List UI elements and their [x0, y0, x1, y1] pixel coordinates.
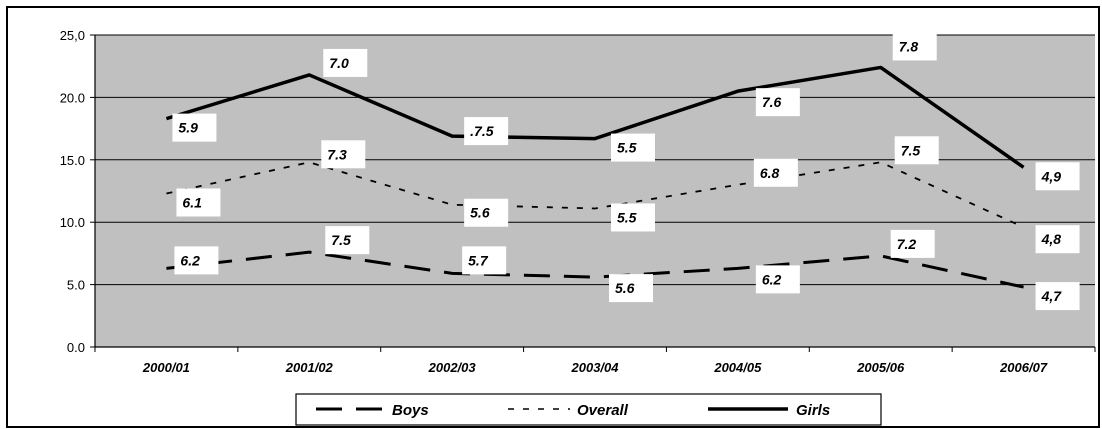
y-tick-label: 25,0 — [60, 28, 85, 43]
data-label-text: 6.2 — [180, 252, 200, 268]
data-label-box — [323, 48, 368, 77]
data-label-box — [174, 246, 219, 275]
data-label-girls: 4,9 — [1035, 162, 1080, 191]
x-tick-label: 2001/02 — [285, 360, 334, 375]
data-labels: 6.2 7.5 5.7 5.6 6.2 7.2 4,7 6.1 7.3 5.6 5.5 6.8 7.5 4… — [172, 32, 1080, 311]
y-tick-label: 20.0 — [60, 90, 85, 105]
data-label-text: 5.6 — [470, 205, 490, 221]
data-label-box — [176, 188, 221, 217]
data-label-overall: 7.3 — [321, 140, 366, 169]
data-label-box — [172, 113, 217, 142]
data-label-box — [321, 140, 366, 169]
series-line-overall — [166, 161, 1024, 229]
data-label-box — [1035, 282, 1080, 311]
data-label-box — [755, 265, 800, 294]
data-label-girls: 7.8 — [892, 32, 937, 61]
data-label-overall: 5.5 — [611, 203, 655, 232]
legend-label-girls: Girls — [796, 402, 830, 419]
x-tick-label: 2000/01 — [142, 360, 190, 375]
data-label-text: 5.7 — [468, 252, 489, 268]
data-label-text: 7.2 — [897, 236, 917, 252]
data-label-box — [609, 274, 653, 303]
data-label-box — [755, 88, 800, 117]
data-label-overall: 7.5 — [894, 136, 939, 165]
x-tick-label: 2002/03 — [428, 360, 477, 375]
data-label-text: 7.5 — [901, 142, 921, 158]
data-label-girls: 5.9 — [172, 113, 217, 142]
data-label-box — [1035, 225, 1080, 254]
legend: Boys Overall Girls — [295, 393, 882, 426]
data-label-boys: 6.2 — [174, 246, 219, 275]
data-label-overall: 4,8 — [1035, 225, 1080, 254]
data-label-box — [890, 229, 935, 258]
data-label-text: 5.5 — [617, 209, 637, 225]
x-tick-label: 2005/06 — [856, 360, 905, 375]
data-label-text: 6.2 — [762, 271, 782, 287]
x-tick-label: 2003/04 — [571, 360, 620, 375]
data-label-text: 5.5 — [617, 140, 637, 156]
y-tick-label: 15.0 — [60, 153, 85, 168]
x-tick-label: 2006/07 — [999, 360, 1048, 375]
data-label-box — [611, 133, 655, 162]
data-label-text: 4,9 — [1041, 168, 1062, 184]
data-label-boys: 4,7 — [1035, 282, 1080, 311]
data-label-box — [462, 246, 507, 275]
legend-label-overall: Overall — [577, 402, 629, 419]
y-tick-label: 10.0 — [60, 215, 85, 230]
data-label-box — [325, 226, 370, 255]
data-label-boys: 5.7 — [462, 246, 507, 275]
data-label-box — [1035, 162, 1080, 191]
data-label-text: 5.6 — [615, 280, 635, 296]
series-lines — [165, 65, 1025, 289]
data-label-box — [753, 158, 798, 187]
data-label-overall: 5.6 — [464, 198, 509, 227]
legend-label-boys: Boys — [392, 402, 429, 419]
data-label-box — [892, 32, 937, 61]
data-label-box — [464, 198, 509, 227]
data-label-text: 7.0 — [329, 55, 349, 71]
x-tick-label: 2004/05 — [713, 360, 762, 375]
data-label-text: 6.8 — [760, 165, 780, 181]
data-label-text: 6.1 — [182, 194, 202, 210]
data-label-girls: .7.5 — [464, 117, 509, 146]
data-label-girls: 7.6 — [755, 88, 800, 117]
series-line-boys — [166, 250, 1024, 289]
data-label-text: .7.5 — [470, 123, 494, 139]
data-label-text: 4,8 — [1041, 231, 1062, 247]
data-label-boys: 6.2 — [755, 265, 800, 294]
data-label-text: 7.5 — [331, 232, 351, 248]
axes: 0.0 5.0 10.0 15.0 20.0 25,0 2000/01 2001/02 2002… — [60, 28, 1096, 375]
data-label-overall: 6.8 — [753, 158, 798, 187]
data-label-boys: 7.5 — [325, 226, 370, 255]
data-label-text: 7.3 — [327, 146, 347, 162]
data-label-text: 7.6 — [762, 94, 782, 110]
y-tick-label: 5.0 — [67, 278, 85, 293]
data-label-box — [894, 136, 939, 165]
data-label-text: 4,7 — [1041, 288, 1063, 304]
data-label-box — [464, 117, 509, 146]
data-label-box — [611, 203, 655, 232]
data-label-text: 7.8 — [899, 38, 919, 54]
series-line-girls — [165, 65, 1025, 169]
y-tick-label: 0.0 — [67, 340, 85, 355]
data-label-boys: 5.6 — [609, 274, 653, 303]
data-label-boys: 7.2 — [890, 229, 935, 258]
data-label-text: 5.9 — [178, 120, 198, 136]
plot-area — [95, 35, 1095, 347]
data-label-girls: 7.0 — [323, 48, 368, 77]
data-label-girls: 5.5 — [611, 133, 655, 162]
data-label-overall: 6.1 — [176, 188, 221, 217]
